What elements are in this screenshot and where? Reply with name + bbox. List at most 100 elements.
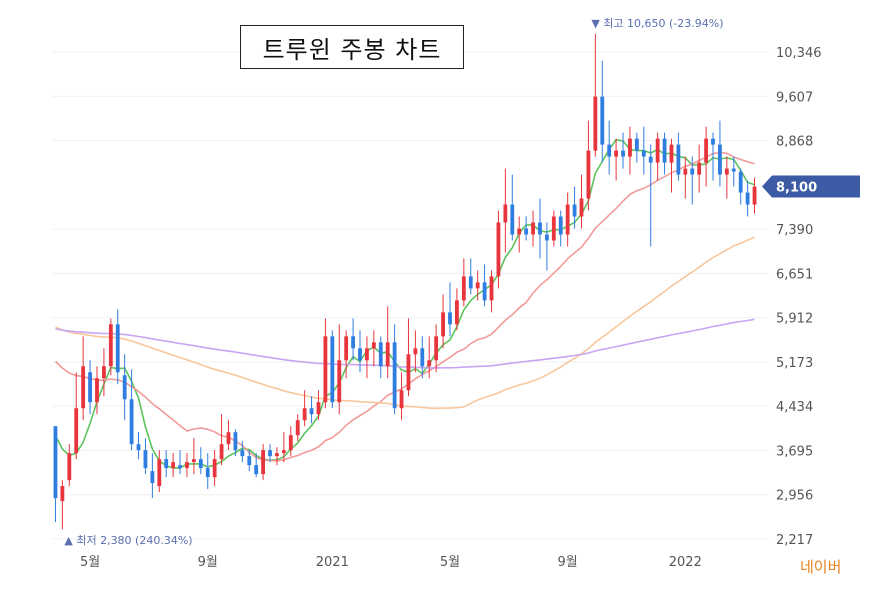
candle-body bbox=[683, 168, 688, 175]
candle-body bbox=[212, 459, 217, 478]
candle bbox=[115, 309, 120, 385]
candle-body bbox=[503, 204, 508, 223]
candle bbox=[143, 438, 148, 475]
candle-body bbox=[365, 348, 369, 361]
candle-body bbox=[392, 342, 397, 409]
candle-body bbox=[593, 96, 598, 151]
candle-body bbox=[704, 138, 708, 163]
candle-body bbox=[275, 453, 279, 457]
candle-body bbox=[330, 336, 335, 403]
candle-body bbox=[378, 342, 383, 367]
candle bbox=[496, 210, 501, 289]
annotations: ▼ 최고 10,650 (-23.94%) ▲ 최저 2,380 (240.34%… bbox=[64, 17, 723, 547]
moving-average-lines bbox=[54, 138, 755, 469]
candle-body bbox=[475, 282, 480, 289]
candle-body bbox=[544, 234, 549, 241]
candle-body bbox=[745, 192, 750, 205]
candle-body bbox=[731, 168, 736, 172]
candle-body bbox=[122, 375, 127, 400]
candle bbox=[738, 168, 743, 205]
y-tick-label: 8,868 bbox=[776, 135, 813, 150]
ma60-line bbox=[55, 236, 755, 410]
candle-body bbox=[600, 96, 605, 145]
candle-body bbox=[81, 366, 86, 409]
candle bbox=[586, 120, 591, 211]
low-annotation: ▲ 최저 2,380 (240.34%) bbox=[64, 534, 192, 547]
candle bbox=[510, 174, 515, 241]
candle bbox=[544, 222, 549, 271]
candle bbox=[420, 336, 425, 379]
candle-body bbox=[711, 138, 715, 145]
candle bbox=[254, 453, 259, 478]
candle bbox=[309, 396, 314, 424]
candle bbox=[614, 138, 619, 181]
candle bbox=[413, 330, 418, 373]
candle bbox=[219, 414, 224, 466]
candle bbox=[455, 288, 459, 331]
candle-body bbox=[690, 168, 695, 175]
candle bbox=[122, 354, 127, 421]
candle-body bbox=[268, 450, 272, 457]
candle bbox=[358, 330, 362, 373]
candle bbox=[371, 330, 376, 367]
candle bbox=[711, 132, 715, 181]
candle-body bbox=[448, 312, 452, 325]
x-tick-label: 2021 bbox=[316, 555, 349, 570]
candle-body bbox=[74, 408, 79, 454]
candle bbox=[60, 480, 65, 530]
candle bbox=[275, 447, 279, 466]
candle-body bbox=[697, 162, 702, 175]
candle-body bbox=[655, 138, 660, 163]
candle-body bbox=[420, 348, 425, 367]
candle bbox=[752, 177, 757, 214]
candle bbox=[102, 348, 106, 397]
candle-body bbox=[441, 312, 445, 337]
candle-body bbox=[614, 150, 619, 157]
candle-body bbox=[621, 150, 625, 157]
candle-body bbox=[351, 336, 355, 349]
candle bbox=[164, 450, 169, 478]
candle-body bbox=[718, 144, 722, 175]
y-axis: 10,346 9,607 8,868 7,390 6,651 5,912 5,173 4,43… bbox=[762, 46, 860, 548]
candle-body bbox=[309, 408, 314, 415]
x-tick-label: 9월 bbox=[558, 555, 578, 570]
candle-body bbox=[233, 432, 238, 451]
y-tick-label: 7,390 bbox=[776, 223, 813, 238]
candle-body bbox=[316, 402, 321, 415]
candle-body bbox=[482, 282, 487, 301]
candle-body bbox=[219, 444, 224, 460]
candle-body bbox=[143, 450, 148, 469]
candle-body bbox=[628, 138, 632, 157]
candle bbox=[212, 450, 217, 487]
candle bbox=[648, 144, 653, 247]
candle bbox=[676, 132, 681, 181]
chart-title: 트루윈 주봉 차트 bbox=[240, 25, 464, 69]
candle bbox=[551, 210, 556, 247]
candle bbox=[281, 432, 286, 463]
candle-body bbox=[371, 342, 376, 349]
candle-body bbox=[95, 378, 99, 403]
candle-body bbox=[129, 399, 134, 445]
candle-body bbox=[399, 390, 404, 409]
candle-body bbox=[157, 459, 162, 487]
candle-body bbox=[178, 465, 182, 469]
candle bbox=[74, 372, 79, 460]
candle-body bbox=[288, 435, 293, 451]
candle bbox=[53, 426, 58, 523]
candle-body bbox=[136, 444, 141, 451]
candle bbox=[461, 258, 466, 307]
candle bbox=[731, 156, 736, 187]
candle-body bbox=[531, 222, 535, 235]
candle bbox=[697, 144, 702, 193]
candle bbox=[351, 318, 355, 361]
candle bbox=[558, 210, 563, 247]
candle-body bbox=[171, 462, 176, 469]
candle bbox=[157, 450, 162, 493]
candle bbox=[468, 258, 473, 295]
candle-body bbox=[261, 450, 266, 475]
y-tick-label: 3,695 bbox=[776, 444, 813, 459]
candle-body bbox=[572, 204, 577, 217]
candle bbox=[621, 132, 625, 169]
candle bbox=[482, 264, 487, 307]
candle bbox=[662, 132, 667, 175]
